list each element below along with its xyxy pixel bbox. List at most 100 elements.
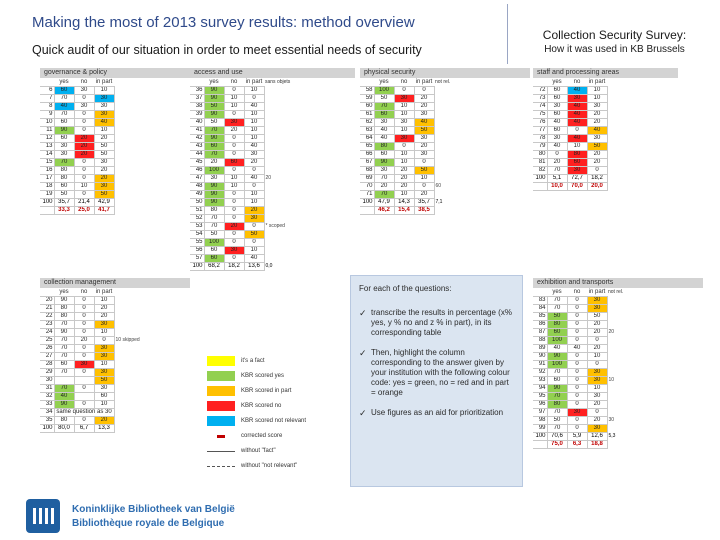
row-note — [607, 352, 629, 360]
table-row: 95 70 0 30 — [533, 391, 629, 401]
table-cell: 20 — [73, 133, 95, 143]
table-cell: 0 — [73, 311, 95, 321]
question-number: 35 — [40, 415, 55, 425]
legend-item: it's a fact — [207, 355, 347, 367]
table-cell: 20 — [93, 173, 115, 183]
column-header: yes — [552, 288, 562, 295]
table-cell: 20 — [223, 125, 245, 135]
question-number: 56 — [190, 245, 205, 255]
table-cell: 0 — [73, 351, 95, 361]
table-cell: 80 — [53, 165, 75, 175]
table-row: 29 70 0 30 — [40, 367, 141, 377]
table-cell: 50 — [93, 149, 115, 159]
table-cell: 70 — [373, 189, 395, 199]
percentage-label — [40, 205, 55, 215]
question-number: 52 — [190, 213, 205, 223]
row-note — [607, 118, 629, 126]
question-number: 58 — [360, 85, 375, 95]
table-cell: 10 — [223, 173, 245, 183]
table-row: 30 50 — [40, 375, 141, 385]
table-cell: 90 — [373, 157, 395, 167]
table-cell: 90 — [203, 189, 225, 199]
row-note — [114, 392, 141, 400]
question-number: 11 — [40, 125, 55, 135]
table-row: 83 70 0 30 — [533, 295, 629, 305]
table-cell: 30 — [93, 157, 115, 167]
legend-label: KBR scored no — [241, 403, 282, 409]
row-note — [114, 344, 141, 352]
table-cell: 30 — [203, 173, 225, 183]
total-cell: 5,1 — [546, 173, 568, 183]
table-row: 72 60 40 10 — [533, 85, 629, 95]
total-cell: 47,9 — [373, 197, 395, 207]
question-number: 90 — [533, 351, 548, 361]
row-note — [264, 102, 291, 110]
table-cell: 0 — [93, 335, 115, 345]
row-note — [114, 110, 136, 118]
panel-governance: governance & policy yes no in part 6 60 30 10 7 7… — [40, 68, 190, 215]
question-number: 48 — [190, 181, 205, 191]
title-divider — [507, 4, 508, 64]
results-table: yes no in part 6 60 30 10 7 70 0 30 8 40 30 30 9 70 0 30 10… — [40, 78, 136, 215]
question-number: 71 — [360, 189, 375, 199]
table-cell: 70 — [203, 221, 225, 231]
legend-swatch — [217, 434, 225, 438]
row-note — [607, 392, 629, 400]
row-note — [434, 150, 456, 158]
row-note — [114, 328, 141, 336]
table-cell: 30 — [53, 149, 75, 159]
row-note — [264, 110, 291, 118]
row-note — [114, 376, 141, 384]
table-cell: 30 — [393, 93, 415, 103]
row-note — [114, 158, 136, 166]
table-cell: 0 — [566, 311, 588, 321]
table-cell: 70 — [53, 93, 75, 103]
table-cell: 40 — [546, 343, 568, 353]
table-row: 14 30 20 50 — [40, 149, 136, 159]
table-cell: 0 — [223, 229, 245, 239]
table-cell: 80 — [53, 415, 75, 425]
table-cell: 20 — [203, 157, 225, 167]
legend-item: without "not relevant" — [207, 460, 347, 472]
table-cell: 0 — [73, 189, 95, 199]
question-number: 63 — [360, 125, 375, 135]
legend-swatch — [207, 401, 235, 411]
question-number: 18 — [40, 181, 55, 191]
table-cell: 80 — [546, 319, 568, 329]
table-row: 88 100 0 0 — [533, 335, 629, 345]
total-extra: 0,0 — [265, 263, 273, 269]
results-table: yes no in part not rel. 58 100 0 0 59 50 30 20 60 70 1… — [360, 78, 456, 215]
row-note — [114, 118, 136, 126]
table-row: 40 50 30 10 — [190, 117, 291, 127]
table-cell: 0 — [73, 343, 95, 353]
table-cell: 40 — [93, 117, 115, 127]
table-cell: 0 — [243, 165, 265, 175]
total-cell: 35,7 — [53, 197, 75, 207]
table-cell: 70 — [546, 295, 568, 305]
row-note — [264, 190, 291, 198]
table-cell: 70 — [546, 407, 568, 417]
row-note — [607, 312, 629, 320]
table-row: 45 20 60 20 — [190, 157, 291, 167]
question-number: 54 — [190, 229, 205, 239]
table-cell: 20 — [586, 149, 608, 159]
table-cell: 0 — [546, 149, 568, 159]
row-note — [434, 174, 456, 182]
column-header: yes — [379, 78, 389, 85]
percentage-cell: 41,7 — [93, 205, 115, 215]
table-cell: 20 — [586, 327, 608, 337]
percentage-cell: 10,0 — [546, 181, 568, 191]
table-row: 64 40 30 30 — [360, 133, 456, 143]
question-number: 85 — [533, 311, 548, 321]
table-cell: 20 — [413, 141, 435, 151]
table-cell: 60 — [546, 85, 568, 95]
panel-access: access and use yes no in part sans objets 36 9… — [190, 68, 355, 271]
table-cell: 70 — [53, 157, 75, 167]
row-note — [607, 102, 629, 110]
column-header: yes — [552, 78, 562, 85]
table-cell: 20 — [586, 343, 608, 353]
table-cell: 0 — [566, 359, 588, 369]
question-number: 80 — [533, 149, 548, 159]
page-title: Making the most of 2013 survey results: … — [32, 14, 415, 31]
percentage-cell: 75,0 — [546, 439, 568, 449]
